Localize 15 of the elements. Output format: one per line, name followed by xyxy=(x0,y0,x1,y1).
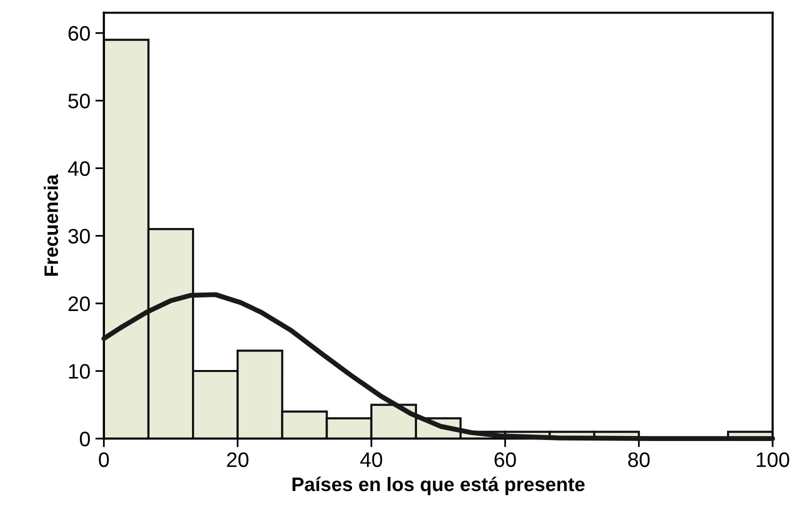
y-tick-label: 0 xyxy=(80,432,90,446)
x-tick-label: 100 xyxy=(756,452,790,468)
y-tick-label: 30 xyxy=(68,228,90,244)
x-tick-label: 60 xyxy=(494,452,516,468)
y-tick-label: 40 xyxy=(68,161,90,176)
x-tick-label: 80 xyxy=(628,452,650,468)
x-tick-label: 20 xyxy=(227,452,248,468)
x-tick-label: 40 xyxy=(360,452,382,468)
x-tick-label: 0 xyxy=(98,452,109,468)
y-tick-label: 10 xyxy=(69,364,90,379)
y-tick-label: 50 xyxy=(68,94,90,108)
y-tick-label: 20 xyxy=(68,296,90,312)
y-axis-title: Frecuencia xyxy=(44,174,58,276)
x-axis-title: Países en los que está presente xyxy=(292,476,585,496)
y-tick-label: 60 xyxy=(68,26,90,41)
